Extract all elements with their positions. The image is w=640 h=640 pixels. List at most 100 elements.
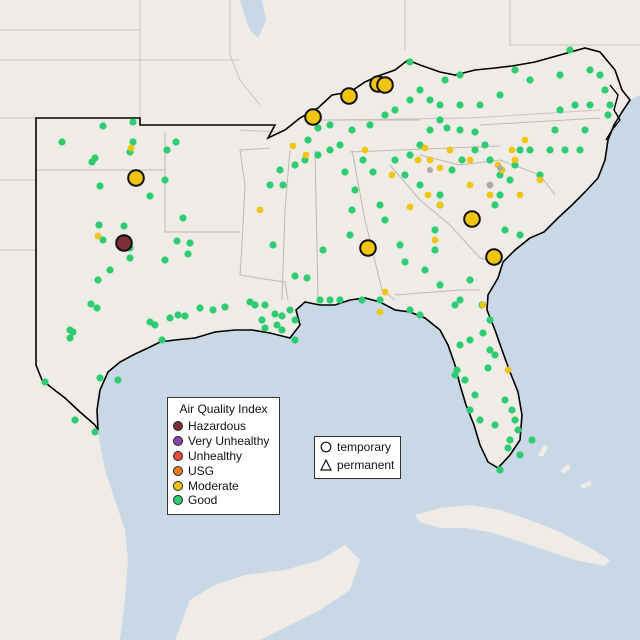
good-station-marker[interactable]	[416, 141, 424, 149]
good-station-marker[interactable]	[504, 444, 512, 452]
good-station-marker[interactable]	[129, 118, 137, 126]
good-station-marker[interactable]	[391, 106, 399, 114]
good-station-marker[interactable]	[129, 138, 137, 146]
good-station-marker[interactable]	[69, 328, 77, 336]
good-station-marker[interactable]	[261, 301, 269, 309]
moderate-station-marker[interactable]	[446, 146, 454, 154]
good-station-marker[interactable]	[516, 146, 524, 154]
good-station-marker[interactable]	[406, 96, 414, 104]
good-station-marker[interactable]	[604, 111, 612, 119]
moderate-station-marker[interactable]	[431, 236, 439, 244]
good-station-marker[interactable]	[96, 182, 104, 190]
good-station-marker[interactable]	[501, 396, 509, 404]
good-station-marker[interactable]	[546, 146, 554, 154]
moderate-station-marker[interactable]	[536, 176, 544, 184]
good-station-marker[interactable]	[146, 192, 154, 200]
good-station-marker[interactable]	[596, 71, 604, 79]
good-station-marker[interactable]	[291, 316, 299, 324]
good-station-marker[interactable]	[184, 250, 192, 258]
good-station-marker[interactable]	[456, 101, 464, 109]
good-station-marker[interactable]	[166, 314, 174, 322]
good-station-marker[interactable]	[348, 206, 356, 214]
moderate-station-marker[interactable]	[302, 151, 310, 159]
good-station-marker[interactable]	[556, 71, 564, 79]
good-station-marker[interactable]	[181, 312, 189, 320]
good-station-marker[interactable]	[304, 136, 312, 144]
moderate-station-marker[interactable]	[388, 171, 396, 179]
temporary-monitor-marker[interactable]	[115, 234, 133, 252]
good-station-marker[interactable]	[416, 181, 424, 189]
good-station-marker[interactable]	[401, 171, 409, 179]
good-station-marker[interactable]	[401, 258, 409, 266]
good-station-marker[interactable]	[426, 126, 434, 134]
good-station-marker[interactable]	[94, 276, 102, 284]
good-station-marker[interactable]	[431, 226, 439, 234]
good-station-marker[interactable]	[516, 451, 524, 459]
good-station-marker[interactable]	[278, 326, 286, 334]
good-station-marker[interactable]	[106, 266, 114, 274]
good-station-marker[interactable]	[456, 341, 464, 349]
good-station-marker[interactable]	[95, 221, 103, 229]
moderate-station-marker[interactable]	[414, 156, 422, 164]
good-station-marker[interactable]	[471, 128, 479, 136]
good-station-marker[interactable]	[346, 231, 354, 239]
good-station-marker[interactable]	[458, 156, 466, 164]
good-station-marker[interactable]	[96, 374, 104, 382]
good-station-marker[interactable]	[406, 306, 414, 314]
good-station-marker[interactable]	[456, 126, 464, 134]
good-station-marker[interactable]	[486, 316, 494, 324]
moderate-station-marker[interactable]	[361, 146, 369, 154]
good-station-marker[interactable]	[514, 426, 522, 434]
good-station-marker[interactable]	[303, 274, 311, 282]
good-station-marker[interactable]	[126, 254, 134, 262]
good-station-marker[interactable]	[556, 106, 564, 114]
good-station-marker[interactable]	[196, 304, 204, 312]
good-station-marker[interactable]	[436, 116, 444, 124]
good-station-marker[interactable]	[416, 86, 424, 94]
good-station-marker[interactable]	[279, 181, 287, 189]
moderate-station-marker[interactable]	[521, 136, 529, 144]
good-station-marker[interactable]	[291, 161, 299, 169]
good-station-marker[interactable]	[496, 191, 504, 199]
good-station-marker[interactable]	[511, 161, 519, 169]
good-station-marker[interactable]	[341, 168, 349, 176]
good-station-marker[interactable]	[586, 101, 594, 109]
good-station-marker[interactable]	[491, 201, 499, 209]
good-station-marker[interactable]	[258, 316, 266, 324]
good-station-marker[interactable]	[421, 266, 429, 274]
temporary-monitor-marker[interactable]	[485, 248, 503, 266]
good-station-marker[interactable]	[526, 146, 534, 154]
good-station-marker[interactable]	[456, 296, 464, 304]
good-station-marker[interactable]	[516, 231, 524, 239]
moderate-station-marker[interactable]	[466, 156, 474, 164]
temporary-monitor-marker[interactable]	[463, 210, 481, 228]
good-station-marker[interactable]	[471, 146, 479, 154]
temporary-monitor-marker[interactable]	[359, 239, 377, 257]
good-station-marker[interactable]	[476, 416, 484, 424]
good-station-marker[interactable]	[369, 168, 377, 176]
temporary-monitor-marker[interactable]	[376, 76, 394, 94]
good-station-marker[interactable]	[511, 416, 519, 424]
moderate-station-marker[interactable]	[421, 144, 429, 152]
moderate-station-marker[interactable]	[504, 366, 512, 374]
moderate-station-marker[interactable]	[376, 308, 384, 316]
good-station-marker[interactable]	[273, 321, 281, 329]
good-station-marker[interactable]	[486, 346, 494, 354]
good-station-marker[interactable]	[314, 124, 322, 132]
good-station-marker[interactable]	[381, 111, 389, 119]
good-station-marker[interactable]	[406, 58, 414, 66]
good-station-marker[interactable]	[376, 296, 384, 304]
good-station-marker[interactable]	[66, 334, 74, 342]
good-station-marker[interactable]	[261, 324, 269, 332]
good-station-marker[interactable]	[441, 76, 449, 84]
good-station-marker[interactable]	[179, 214, 187, 222]
good-station-marker[interactable]	[391, 156, 399, 164]
good-station-marker[interactable]	[528, 436, 536, 444]
large-monitor-markers[interactable]	[115, 75, 503, 266]
good-station-marker[interactable]	[316, 296, 324, 304]
good-station-marker[interactable]	[41, 378, 49, 386]
good-station-marker[interactable]	[491, 421, 499, 429]
good-station-marker[interactable]	[586, 66, 594, 74]
good-station-marker[interactable]	[174, 311, 182, 319]
